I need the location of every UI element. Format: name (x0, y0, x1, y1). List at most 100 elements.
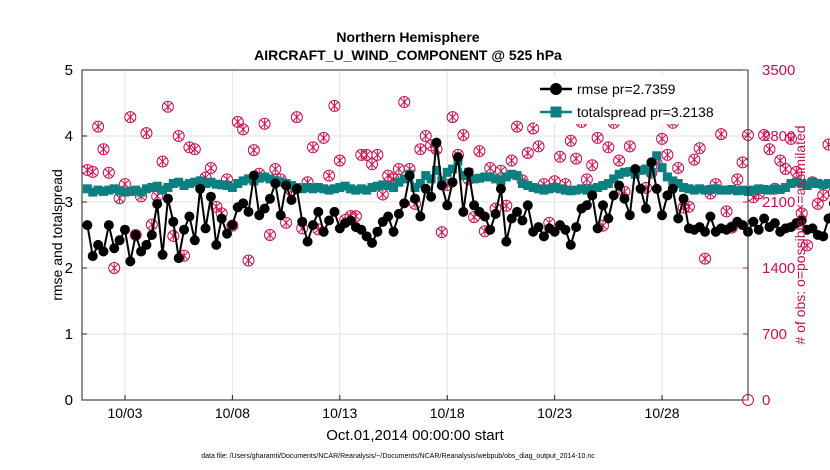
obs-assimilated-marker (104, 167, 114, 178)
totalspread-marker (571, 185, 581, 195)
rmse-marker (538, 231, 549, 242)
rmse-marker (614, 180, 625, 191)
obs-assimilated-marker (330, 101, 339, 111)
rmse-marker (592, 223, 603, 234)
totalspread-marker (227, 182, 237, 192)
rmse-marker (769, 218, 780, 229)
obs-assimilated-marker (555, 151, 565, 162)
rmse-marker (109, 243, 120, 254)
obs-assimilated-marker (663, 150, 672, 160)
totalspread-marker (560, 185, 570, 195)
x-tick-label: 10/08 (215, 405, 250, 421)
rmse-marker (571, 222, 582, 233)
obs-assimilated-marker (324, 170, 334, 181)
obs-assimilated-marker (238, 124, 248, 135)
obs-possible-marker (108, 262, 121, 274)
rmse-marker (431, 137, 442, 148)
totalspread-marker (528, 182, 538, 192)
rmse-series (82, 137, 830, 267)
obs-possible-marker (92, 120, 105, 133)
obs-assimilated-marker (759, 130, 769, 140)
rmse-marker (388, 226, 399, 237)
rmse-marker (549, 226, 560, 237)
x-tick-label: 10/03 (107, 405, 142, 421)
rmse-marker (146, 230, 157, 240)
obs-assimilated-marker (88, 167, 97, 177)
totalspread-marker (517, 179, 527, 189)
rmse-marker (345, 215, 356, 226)
obs-assimilated-marker (83, 165, 92, 175)
obs-possible-marker (333, 154, 346, 167)
rmse-marker (367, 237, 378, 248)
rmse-marker (485, 224, 496, 235)
obs-assimilated-marker (158, 156, 167, 167)
obs-assimilated-marker (475, 146, 484, 156)
totalspread-marker (700, 185, 710, 195)
rmse-marker (259, 203, 270, 214)
obs-possible-marker (306, 141, 319, 154)
obs-assimilated-marker (163, 101, 173, 112)
totalspread-marker (324, 185, 334, 195)
data-file-footer: data file: /Users/gharamti/Documents/NCA… (201, 453, 595, 460)
obs-possible-marker (822, 138, 830, 151)
obs-assimilated-marker (625, 141, 634, 152)
obs-possible-marker (570, 152, 583, 165)
totalspread-marker (619, 167, 629, 177)
y-right-tick-label: 700 (762, 326, 787, 343)
legend-box (535, 76, 745, 124)
rmse-marker (393, 208, 404, 219)
rmse-marker (673, 213, 684, 224)
x-axis: 10/03 10/08 10/13 10/18 10/23 10/28 (107, 395, 680, 421)
totalspread-marker (469, 174, 479, 184)
rmse-marker (302, 236, 313, 247)
rmse-marker (372, 226, 383, 237)
plot-area (81, 69, 830, 406)
obs-assimilated-marker (781, 164, 790, 174)
rmse-marker (243, 206, 254, 217)
totalspread-marker (222, 181, 232, 190)
obs-possible-marker (758, 129, 771, 142)
obs-assimilated-marker (110, 263, 119, 273)
x-tick-label: 10/28 (645, 405, 680, 421)
obs-possible-marker (521, 146, 534, 159)
legend-rmse-label: rmse pr=2.7359 (577, 81, 676, 97)
totalspread-marker (367, 182, 377, 192)
obs-assimilated-marker (421, 131, 430, 141)
totalspread-marker (775, 184, 785, 194)
totalspread-marker (496, 176, 506, 186)
totalspread-marker (646, 167, 656, 177)
rmse-marker (281, 180, 292, 191)
totalspread-marker (582, 185, 592, 195)
obs-possible-marker (763, 143, 776, 156)
totalspread-marker (786, 179, 796, 189)
rmse-marker (179, 224, 190, 235)
rmse-marker (324, 215, 335, 226)
totalspread-marker (346, 184, 356, 194)
totalspread-marker (555, 184, 565, 194)
obs-assimilated-marker (486, 163, 495, 173)
rmse-marker (200, 223, 211, 234)
totalspread-marker (308, 184, 318, 194)
rmse-marker (818, 231, 829, 242)
rmse-marker (227, 220, 238, 231)
obs-assimilated-marker (335, 155, 344, 166)
totalspread-marker (791, 177, 801, 187)
rmse-marker (442, 200, 453, 211)
rmse-marker (173, 253, 184, 264)
obs-assimilated-marker (813, 199, 822, 209)
rmse-marker (275, 210, 286, 221)
totalspread-marker (93, 185, 103, 195)
y-tick-label: 4 (65, 128, 73, 145)
totalspread-marker (244, 174, 253, 184)
rmse-marker (356, 224, 367, 235)
rmse-marker (796, 215, 807, 226)
totalspread-marker (98, 186, 108, 196)
totalspread-marker (716, 185, 726, 195)
obs-possible-marker (511, 120, 524, 133)
totalspread-marker (770, 184, 780, 194)
obs-possible-marker (237, 123, 250, 136)
obs-possible-marker (613, 154, 626, 167)
obs-assimilated-marker (373, 150, 382, 160)
totalspread-marker (722, 185, 732, 195)
rmse-marker (635, 183, 646, 194)
